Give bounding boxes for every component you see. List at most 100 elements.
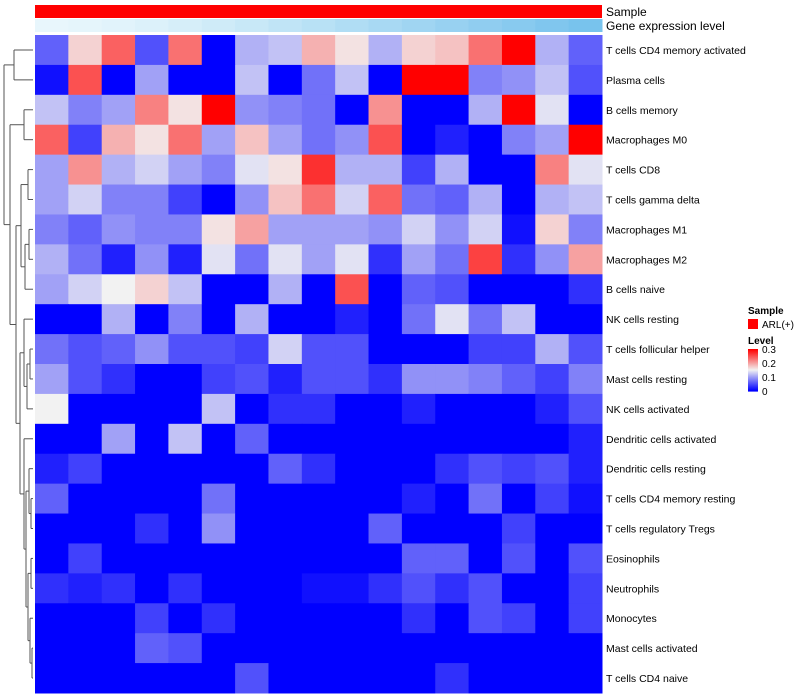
- heatmap-cell: [68, 35, 103, 66]
- heatmap-cell: [201, 423, 236, 455]
- heatmap-cell: [68, 244, 103, 275]
- heatmap-cell: [301, 423, 336, 455]
- heatmap-cell: [268, 543, 303, 574]
- row-label: T cells CD4 naive: [606, 673, 688, 685]
- heatmap-cell: [235, 94, 269, 126]
- heatmap-cell: [135, 513, 169, 544]
- heatmap-cell: [568, 453, 603, 485]
- heatmap-cell: [235, 364, 269, 395]
- legend-tick-label: 0: [762, 387, 768, 398]
- heatmap-cell: [201, 483, 236, 515]
- heatmap-cell: [335, 423, 370, 455]
- heatmap-cell: [35, 663, 69, 694]
- heatmap-cell: [135, 124, 169, 156]
- heatmap-cell: [201, 603, 236, 634]
- heatmap-cell: [135, 334, 169, 365]
- row-label: NK cells resting: [606, 314, 679, 326]
- heatmap-cell: [68, 483, 103, 515]
- heatmap-cell: [35, 154, 69, 186]
- heatmap-cell: [535, 244, 570, 275]
- heatmap-cell: [335, 214, 370, 245]
- row-dendrogram: [3, 49, 33, 679]
- heatmap-cell: [168, 483, 203, 515]
- heatmap-cell: [168, 184, 203, 215]
- column-annotations: Sample Gene expression level: [35, 5, 725, 33]
- heatmap-cell: [468, 64, 503, 96]
- heatmap-cell: [35, 304, 69, 335]
- heatmap-cell: [568, 274, 603, 305]
- heatmap-cell: [501, 35, 536, 66]
- heatmap-cell: [235, 453, 269, 485]
- heatmap-cell: [201, 124, 236, 156]
- heatmap-cell: [201, 663, 236, 694]
- heatmap-cell: [535, 663, 570, 694]
- heatmap-cell: [468, 35, 503, 66]
- heatmap-cell: [301, 633, 336, 664]
- heatmap-cell: [435, 274, 470, 305]
- heatmap-cell: [235, 573, 269, 604]
- heatmap-cell: [268, 393, 303, 425]
- heatmap-cell: [501, 214, 536, 245]
- legend-gradient-step: [748, 373, 758, 375]
- legend-sample-swatch: [748, 319, 758, 329]
- heatmap-cell: [335, 244, 370, 275]
- heatmap-cell: [201, 214, 236, 245]
- gene-expression-annotation-cell: [568, 19, 603, 32]
- gene-expression-annotation-cell: [435, 19, 470, 32]
- heatmap-cell: [35, 64, 69, 96]
- heatmap-cells: [35, 35, 603, 694]
- heatmap-cell: [501, 603, 536, 634]
- heatmap-cell: [535, 154, 570, 186]
- legend-gradient-step: [748, 386, 758, 388]
- heatmap-cell: [101, 483, 136, 515]
- legend-gradient-step: [748, 359, 758, 361]
- heatmap-cell: [401, 364, 436, 395]
- heatmap-cell: [368, 64, 403, 96]
- heatmap-cell: [535, 453, 570, 485]
- heatmap-cell: [35, 393, 69, 425]
- heatmap-cell: [435, 633, 470, 664]
- heatmap-cell: [535, 334, 570, 365]
- heatmap-cell: [35, 214, 69, 245]
- legend-gradient-step: [748, 370, 758, 372]
- heatmap-cell: [435, 483, 470, 515]
- heatmap-cell: [268, 453, 303, 485]
- heatmap-cell: [501, 154, 536, 186]
- heatmap-cell: [435, 94, 470, 126]
- heatmap-cell: [135, 304, 169, 335]
- heatmap-cell: [335, 483, 370, 515]
- heatmap-cell: [401, 633, 436, 664]
- heatmap-cell: [301, 35, 336, 66]
- heatmap-cell: [401, 603, 436, 634]
- heatmap-cell: [235, 393, 269, 425]
- heatmap-cell: [135, 453, 169, 485]
- heatmap-cell: [235, 663, 269, 694]
- heatmap-cell: [235, 543, 269, 574]
- heatmap-cell: [201, 64, 236, 96]
- gene-expression-annotation-cell: [368, 19, 403, 32]
- heatmap-cell: [101, 633, 136, 664]
- gene-expression-annotation-cell: [235, 19, 269, 32]
- row-label: Plasma cells: [606, 75, 665, 87]
- heatmap-cell: [501, 483, 536, 515]
- legend-level-title: Level: [748, 336, 774, 347]
- heatmap-cell: [335, 154, 370, 186]
- heatmap-cell: [435, 334, 470, 365]
- row-label: Macrophages M0: [606, 135, 687, 147]
- heatmap-cell: [435, 184, 470, 215]
- heatmap-cell: [468, 393, 503, 425]
- heatmap-cell: [168, 64, 203, 96]
- legend-gradient-step: [748, 360, 758, 362]
- heatmap-cell: [201, 573, 236, 604]
- heatmap-cell: [368, 423, 403, 455]
- heatmap-cell: [335, 64, 370, 96]
- legend-gradient-step: [748, 362, 758, 364]
- heatmap-cell: [368, 573, 403, 604]
- heatmap-cell: [235, 184, 269, 215]
- heatmap-cell: [268, 603, 303, 634]
- heatmap-cell: [135, 423, 169, 455]
- heatmap-cell: [301, 244, 336, 275]
- heatmap-cell: [268, 184, 303, 215]
- heatmap-cell: [401, 124, 436, 156]
- heatmap-cell: [35, 244, 69, 275]
